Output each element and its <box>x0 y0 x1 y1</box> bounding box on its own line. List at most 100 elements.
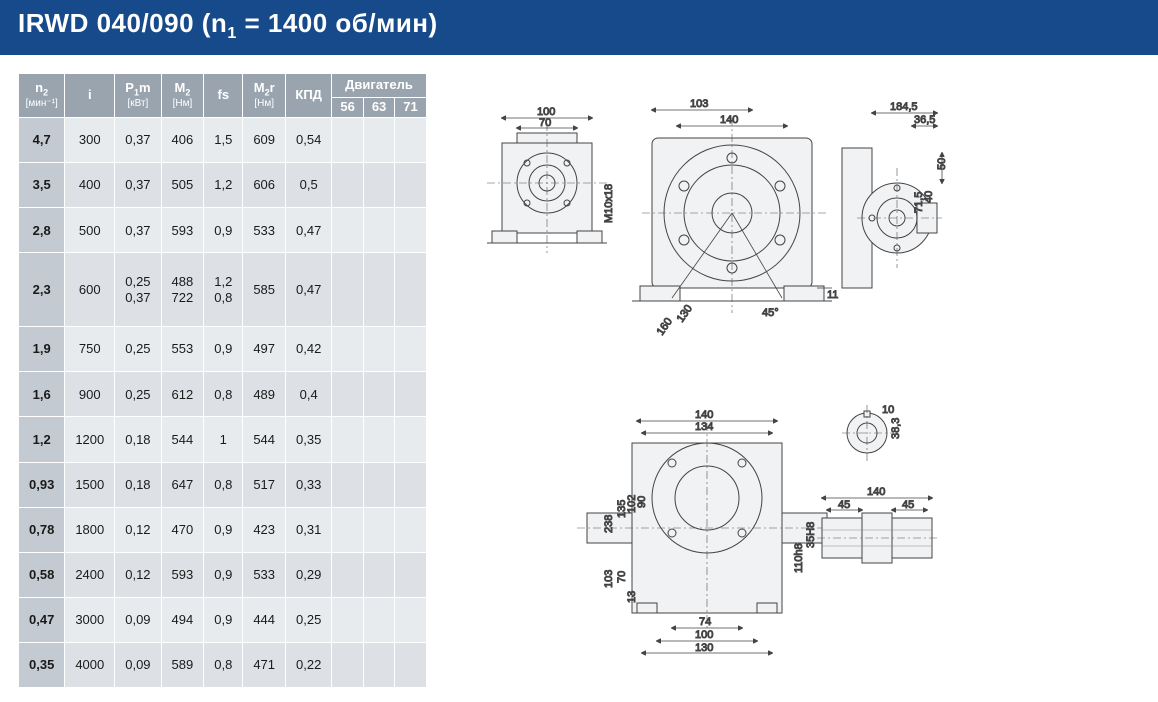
cell-m2: 553 <box>161 327 204 372</box>
cell-m2: 589 <box>161 643 204 688</box>
cell-m2r: 489 <box>243 372 286 417</box>
cell-i: 3000 <box>65 597 115 642</box>
cell-fs: 1,2 <box>204 163 243 208</box>
cell-motor <box>363 417 394 462</box>
cell-motor <box>332 118 363 163</box>
cell-p1m: 0,18 <box>115 462 161 507</box>
cell-i: 600 <box>65 253 115 327</box>
cell-motor <box>332 552 363 597</box>
cell-i: 1200 <box>65 417 115 462</box>
cell-motor <box>332 462 363 507</box>
cell-motor <box>395 552 426 597</box>
cell-motor <box>332 253 363 327</box>
table-row: 1,69000,256120,84890,4 <box>19 372 427 417</box>
th-n2: n2 [мин⁻¹] <box>19 74 65 118</box>
cell-motor <box>363 462 394 507</box>
cell-fs: 1,5 <box>204 118 243 163</box>
cell-kpd: 0,54 <box>286 118 332 163</box>
table-row: 1,212000,1854415440,35 <box>19 417 427 462</box>
cell-kpd: 0,5 <box>286 163 332 208</box>
drawing-svg: 100 70 <box>467 73 947 683</box>
cell-kpd: 0,22 <box>286 643 332 688</box>
table-row: 3,54000,375051,26060,5 <box>19 163 427 208</box>
cell-motor <box>332 327 363 372</box>
dim-140b: 140 <box>695 409 713 421</box>
cell-fs: 0,9 <box>204 552 243 597</box>
cell-kpd: 0,47 <box>286 208 332 253</box>
th-motor-63: 63 <box>363 98 394 118</box>
dim-13: 13 <box>626 591 638 603</box>
cell-fs: 1 <box>204 417 243 462</box>
cell-motor <box>332 643 363 688</box>
cell-motor <box>332 597 363 642</box>
cell-p1m: 0,37 <box>115 118 161 163</box>
cell-n2: 2,8 <box>19 208 65 253</box>
cell-kpd: 0,31 <box>286 507 332 552</box>
table-head: n2 [мин⁻¹] i P1m [кВт] M2 [Нм] fs M2r [Н… <box>19 74 427 118</box>
cell-motor <box>363 253 394 327</box>
table-row: 0,3540000,095890,84710,22 <box>19 643 427 688</box>
table-row: 0,4730000,094940,94440,25 <box>19 597 427 642</box>
cell-fs: 1,20,8 <box>204 253 243 327</box>
dim-103b: 103 <box>603 570 615 588</box>
cell-motor <box>363 163 394 208</box>
th-fs: fs <box>204 74 243 118</box>
cell-fs: 0,9 <box>204 507 243 552</box>
cell-m2: 470 <box>161 507 204 552</box>
dim-140a: 140 <box>720 114 738 126</box>
cell-m2r: 585 <box>243 253 286 327</box>
cell-i: 750 <box>65 327 115 372</box>
cell-motor <box>332 372 363 417</box>
cell-motor <box>363 552 394 597</box>
dim-140c: 140 <box>867 486 885 498</box>
th-m2: M2 [Нм] <box>161 74 204 118</box>
th-motor: Двигатель <box>332 74 426 98</box>
cell-motor <box>332 507 363 552</box>
cell-motor <box>363 372 394 417</box>
cell-kpd: 0,25 <box>286 597 332 642</box>
th-i: i <box>65 74 115 118</box>
cell-kpd: 0,33 <box>286 462 332 507</box>
cell-kpd: 0,42 <box>286 327 332 372</box>
th-m2r: M2r [Нм] <box>243 74 286 118</box>
cell-i: 400 <box>65 163 115 208</box>
cell-n2: 0,78 <box>19 507 65 552</box>
cell-motor <box>363 643 394 688</box>
cell-p1m: 0,09 <box>115 643 161 688</box>
dim-45a: 45 <box>838 499 850 511</box>
dim-103: 103 <box>690 98 708 110</box>
cell-motor <box>363 118 394 163</box>
cell-motor <box>395 253 426 327</box>
cell-m2: 593 <box>161 552 204 597</box>
cell-motor <box>363 327 394 372</box>
cell-motor <box>395 327 426 372</box>
table-body: 4,73000,374061,56090,54 3,54000,375051,2… <box>19 118 427 688</box>
cell-m2: 612 <box>161 372 204 417</box>
cell-motor <box>395 507 426 552</box>
table-row: 0,5824000,125930,95330,29 <box>19 552 427 597</box>
cell-i: 1800 <box>65 507 115 552</box>
dim-70: 70 <box>539 117 551 129</box>
cell-kpd: 0,35 <box>286 417 332 462</box>
dim-70b: 70 <box>616 571 628 583</box>
cell-motor <box>332 417 363 462</box>
cell-fs: 0,9 <box>204 597 243 642</box>
cell-i: 300 <box>65 118 115 163</box>
dim-m10: M10x18 <box>603 184 615 223</box>
cell-m2: 505 <box>161 163 204 208</box>
cell-m2: 494 <box>161 597 204 642</box>
spec-table: n2 [мин⁻¹] i P1m [кВт] M2 [Нм] fs M2r [Н… <box>18 73 427 688</box>
cell-fs: 0,9 <box>204 327 243 372</box>
cell-motor <box>363 507 394 552</box>
cell-fs: 0,8 <box>204 372 243 417</box>
cell-m2r: 609 <box>243 118 286 163</box>
cell-motor <box>395 597 426 642</box>
cell-p1m: 0,18 <box>115 417 161 462</box>
table-row: 2,85000,375930,95330,47 <box>19 208 427 253</box>
cell-i: 500 <box>65 208 115 253</box>
cell-motor <box>395 163 426 208</box>
th-p1m: P1m [кВт] <box>115 74 161 118</box>
cell-m2r: 544 <box>243 417 286 462</box>
cell-m2r: 444 <box>243 597 286 642</box>
cell-m2: 647 <box>161 462 204 507</box>
